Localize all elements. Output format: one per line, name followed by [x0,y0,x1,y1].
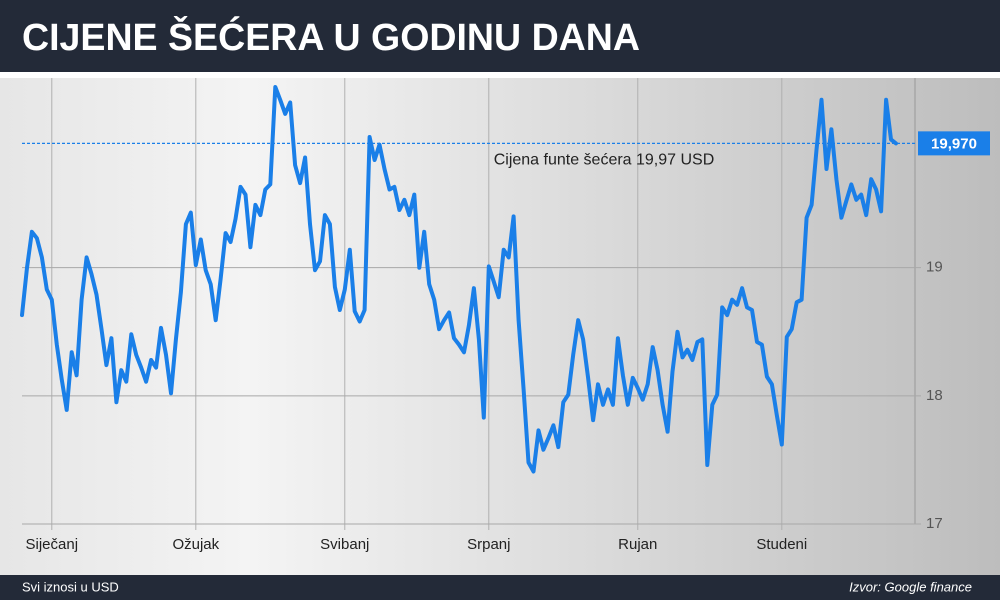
footer-note: Svi iznosi u USD [22,579,119,594]
y-tick-label: 18 [926,387,943,404]
x-tick-label: Ožujak [172,536,219,553]
footer-band [0,575,1000,600]
footer-source: Izvor: Google finance [849,579,972,594]
header-stripe [0,72,1000,78]
price-line [20,85,898,474]
header-band [0,0,1000,72]
y-tick-label: 17 [926,515,943,532]
x-tick-label: Svibanj [320,536,369,553]
x-tick-label: Rujan [618,536,657,553]
chart-title: CIJENE ŠEĆERA U GODINU DANA [22,14,640,59]
x-tick-label: Studeni [756,536,807,553]
x-tick-label: Srpanj [467,536,510,553]
y-tick-label: 19 [926,259,943,276]
reference-label: 19,970 [931,135,977,152]
x-tick-label: Siječanj [26,536,79,553]
annotation: Cijena funte šećera 19,97 USD [494,152,715,169]
reference-label-box [918,131,990,156]
